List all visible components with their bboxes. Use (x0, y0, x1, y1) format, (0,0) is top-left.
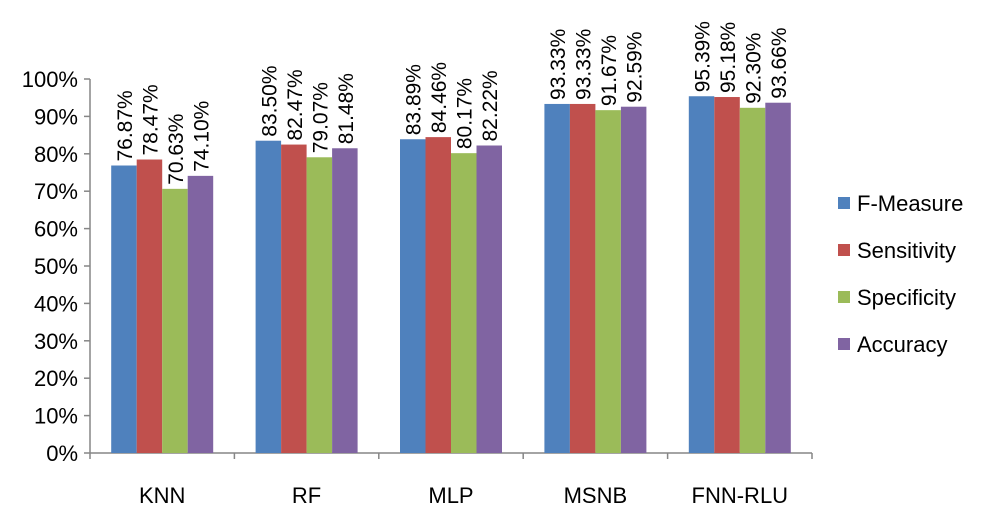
data-label: 82.47% (284, 69, 307, 140)
data-label: 92.30% (743, 33, 766, 104)
bar-msnb-sensitivity (569, 103, 596, 453)
y-tick-label: 60% (34, 217, 78, 242)
legend-label: F-Measure (857, 191, 963, 216)
data-label: 70.63% (165, 114, 188, 185)
data-label: 78.47% (139, 84, 162, 155)
data-label: 92.59% (624, 31, 647, 102)
data-labels-group: 76.87% 78.47% 70.63% 74.10% 83.50% 82.47% 79.0… (114, 21, 791, 185)
data-label: 95.18% (717, 22, 740, 93)
x-category-label: FNN-RLU (692, 483, 789, 508)
data-label: 83.89% (403, 64, 426, 135)
data-label: 91.67% (598, 35, 621, 106)
bar-rf-sensitivity (281, 144, 307, 453)
legend-swatch (838, 291, 850, 303)
y-tick-label: 70% (34, 179, 78, 204)
data-label: 82.22% (479, 70, 502, 141)
bar-knn-accuracy (187, 175, 214, 453)
bar-mlp-accuracy (476, 145, 502, 453)
bar-msnb-accuracy (620, 106, 647, 453)
y-tick-label: 20% (34, 366, 78, 391)
y-tick-label: 80% (34, 142, 78, 167)
y-tick-label: 30% (34, 329, 78, 354)
y-tick-label: 50% (34, 254, 78, 279)
bar-fnn-rlu-sensitivity (714, 97, 740, 454)
bar-fnn-rlu-accuracy (765, 102, 791, 453)
data-label: 74.10% (190, 101, 213, 172)
bar-knn-f-measure (111, 165, 137, 453)
bar-msnb-specificity (595, 110, 621, 453)
bar-fnn-rlu-specificity (739, 107, 766, 453)
legend-label: Accuracy (857, 332, 947, 357)
legend-swatch (838, 338, 850, 350)
bar-rf-accuracy (332, 148, 358, 453)
y-tick-label: 10% (34, 404, 78, 429)
legend-label: Sensitivity (857, 238, 956, 263)
legend-swatch (838, 197, 850, 209)
legend-swatch (838, 244, 850, 256)
data-label: 93.66% (768, 27, 791, 98)
bar-msnb-f-measure (544, 103, 570, 453)
y-tick-label: 100% (22, 67, 78, 92)
bar-mlp-sensitivity (425, 137, 451, 453)
data-label: 80.17% (454, 78, 477, 149)
bar-rf-specificity (306, 157, 333, 453)
x-category-label: KNN (139, 483, 185, 508)
data-label: 93.33% (547, 29, 570, 100)
y-tick-label: 90% (34, 104, 78, 129)
bar-rf-f-measure (255, 140, 282, 453)
data-label: 76.87% (114, 90, 137, 161)
data-label: 84.46% (428, 62, 451, 133)
bar-mlp-f-measure (400, 139, 426, 453)
data-label: 93.33% (573, 29, 596, 100)
data-label: 95.39% (692, 21, 715, 92)
x-category-label: RF (292, 483, 321, 508)
bar-mlp-specificity (451, 153, 477, 454)
data-label: 83.50% (258, 65, 281, 136)
bar-fnn-rlu-f-measure (688, 96, 715, 454)
data-label: 79.07% (309, 82, 332, 153)
y-tick-label: 0% (46, 441, 78, 466)
bar-knn-specificity (162, 188, 188, 453)
x-category-label: MSNB (564, 483, 628, 508)
y-axis: 0% 10% 20% 30% 40% 50% 60% 70% 80% 90% 100% (22, 67, 91, 466)
bar-knn-sensitivity (136, 159, 163, 453)
x-axis: KNN RF MLP MSNB FNN-RLU (89, 452, 813, 508)
bars-group (111, 96, 791, 454)
data-label: 81.48% (335, 73, 358, 144)
legend-label: Specificity (857, 285, 956, 310)
y-tick-label: 40% (34, 291, 78, 316)
legend: F-Measure Sensitivity Specificity Accuracy (838, 191, 963, 357)
x-category-label: MLP (428, 483, 473, 508)
